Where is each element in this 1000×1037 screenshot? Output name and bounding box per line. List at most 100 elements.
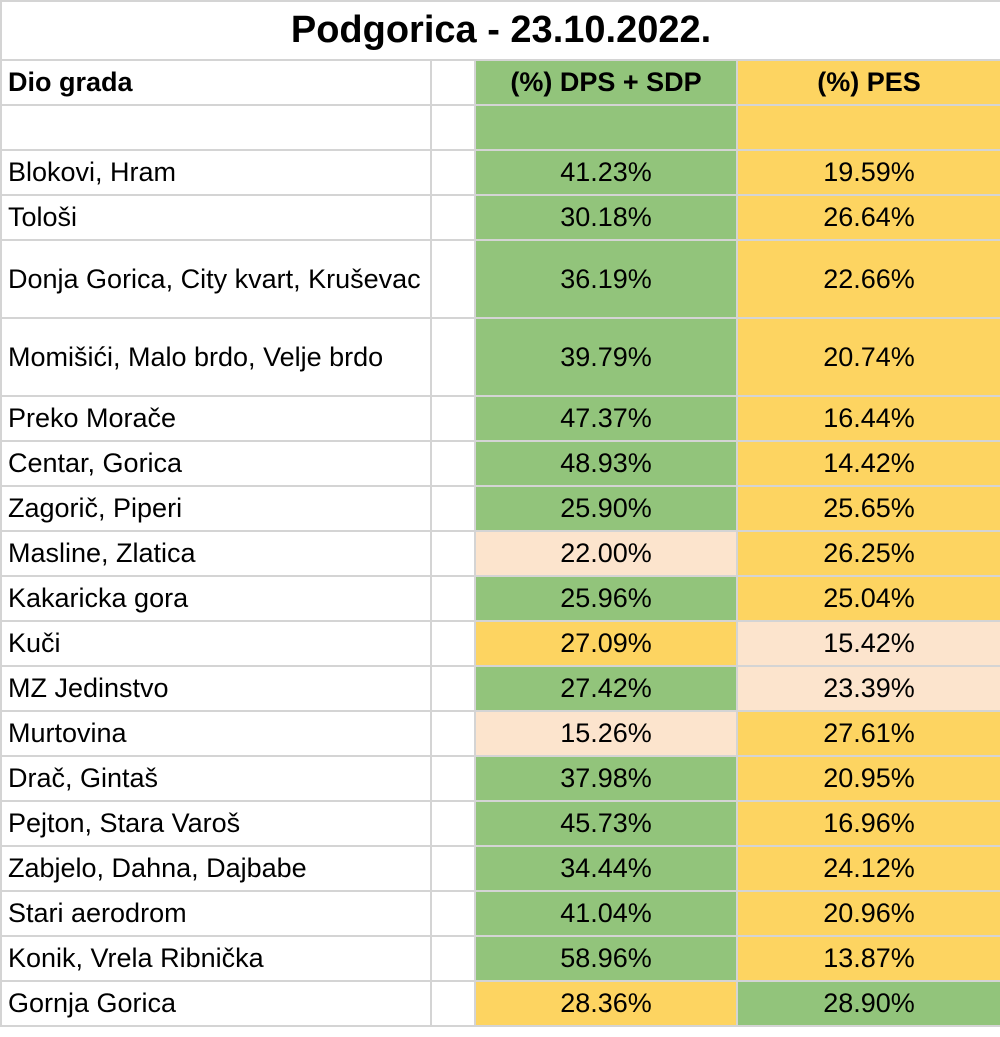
table-row: Stari aerodrom 41.04% 20.96% xyxy=(0,890,1000,937)
pes-cell: 19.59% xyxy=(735,149,1000,196)
area-cell: Zabjelo, Dahna, Dajbabe xyxy=(0,845,432,892)
spacer-cell xyxy=(430,710,476,757)
pes-cell: 25.04% xyxy=(735,575,1000,622)
dps-cell: 28.36% xyxy=(474,980,738,1027)
pes-cell: 13.87% xyxy=(735,935,1000,982)
area-cell: MZ Jedinstvo xyxy=(0,665,432,712)
spacer-cell xyxy=(430,395,476,442)
area-cell: Zagorič, Piperi xyxy=(0,485,432,532)
table-row: Pejton, Stara Varoš 45.73% 16.96% xyxy=(0,800,1000,847)
spacer-cell xyxy=(430,845,476,892)
area-cell: Centar, Gorica xyxy=(0,440,432,487)
pes-cell: 16.96% xyxy=(735,800,1000,847)
pes-cell: 20.96% xyxy=(735,890,1000,937)
pes-cell: 24.12% xyxy=(735,845,1000,892)
table-row: Zabjelo, Dahna, Dajbabe 34.44% 24.12% xyxy=(0,845,1000,892)
header-area: Dio grada xyxy=(0,59,432,106)
spacer-cell xyxy=(430,317,476,397)
area-cell: Momišići, Malo brdo, Velje brdo xyxy=(0,317,432,397)
area-cell: Tološi xyxy=(0,194,432,241)
area-cell: Blokovi, Hram xyxy=(0,149,432,196)
pes-cell: 14.42% xyxy=(735,440,1000,487)
table-row: Drač, Gintaš 37.98% 20.95% xyxy=(0,755,1000,802)
area-cell: Konik, Vrela Ribnička xyxy=(0,935,432,982)
dps-cell: 39.79% xyxy=(474,317,738,397)
pes-cell: 15.42% xyxy=(735,620,1000,667)
table-row: Kuči 27.09% 15.42% xyxy=(0,620,1000,667)
pes-cell: 16.44% xyxy=(735,395,1000,442)
table-row: Murtovina 15.26% 27.61% xyxy=(0,710,1000,757)
dps-cell: 36.19% xyxy=(474,239,738,319)
pes-cell: 20.95% xyxy=(735,755,1000,802)
dps-cell: 22.00% xyxy=(474,530,738,577)
pes-cell: 27.61% xyxy=(735,710,1000,757)
dps-cell: 34.44% xyxy=(474,845,738,892)
dps-cell: 30.18% xyxy=(474,194,738,241)
pes-cell: 26.25% xyxy=(735,530,1000,577)
table-row: Donja Gorica, City kvart, Kruševac 36.19%… xyxy=(0,239,1000,319)
area-cell: Preko Morače xyxy=(0,395,432,442)
area-cell: Masline, Zlatica xyxy=(0,530,432,577)
spacer-cell xyxy=(430,935,476,982)
empty-row xyxy=(0,104,1000,151)
empty-cell xyxy=(0,104,432,151)
dps-cell: 25.90% xyxy=(474,485,738,532)
table-row: Momišići, Malo brdo, Velje brdo 39.79% 20.… xyxy=(0,317,1000,397)
spacer-cell xyxy=(430,239,476,319)
pes-cell: 20.74% xyxy=(735,317,1000,397)
pes-cell: 26.64% xyxy=(735,194,1000,241)
header-dps: (%) DPS + SDP xyxy=(474,59,738,106)
header-spacer xyxy=(430,59,476,106)
table-row: Preko Morače 47.37% 16.44% xyxy=(0,395,1000,442)
dps-cell: 37.98% xyxy=(474,755,738,802)
area-cell: Drač, Gintaš xyxy=(0,755,432,802)
header-row: Dio grada (%) DPS + SDP (%) PES xyxy=(0,59,1000,106)
area-cell: Donja Gorica, City kvart, Kruševac xyxy=(0,239,432,319)
table-row: Konik, Vrela Ribnička 58.96% 13.87% xyxy=(0,935,1000,982)
empty-cell xyxy=(474,104,738,151)
table-row: Zagorič, Piperi 25.90% 25.65% xyxy=(0,485,1000,532)
area-cell: Kuči xyxy=(0,620,432,667)
pes-cell: 22.66% xyxy=(735,239,1000,319)
pes-cell: 23.39% xyxy=(735,665,1000,712)
pes-cell: 25.65% xyxy=(735,485,1000,532)
spacer-cell xyxy=(430,194,476,241)
spacer-cell xyxy=(430,485,476,532)
spacer-cell xyxy=(430,530,476,577)
area-cell: Stari aerodrom xyxy=(0,890,432,937)
area-cell: Pejton, Stara Varoš xyxy=(0,800,432,847)
dps-cell: 15.26% xyxy=(474,710,738,757)
empty-cell xyxy=(735,104,1000,151)
empty-cell xyxy=(430,104,476,151)
spacer-cell xyxy=(430,149,476,196)
dps-cell: 27.42% xyxy=(474,665,738,712)
dps-cell: 48.93% xyxy=(474,440,738,487)
dps-cell: 47.37% xyxy=(474,395,738,442)
area-cell: Murtovina xyxy=(0,710,432,757)
spacer-cell xyxy=(430,575,476,622)
table-row: Blokovi, Hram 41.23% 19.59% xyxy=(0,149,1000,196)
header-pes: (%) PES xyxy=(735,59,1000,106)
dps-cell: 27.09% xyxy=(474,620,738,667)
pes-cell: 28.90% xyxy=(735,980,1000,1027)
area-cell: Gornja Gorica xyxy=(0,980,432,1027)
spacer-cell xyxy=(430,620,476,667)
table-row: Centar, Gorica 48.93% 14.42% xyxy=(0,440,1000,487)
dps-cell: 45.73% xyxy=(474,800,738,847)
dps-cell: 25.96% xyxy=(474,575,738,622)
spacer-cell xyxy=(430,800,476,847)
spacer-cell xyxy=(430,980,476,1027)
spacer-cell xyxy=(430,665,476,712)
dps-cell: 41.23% xyxy=(474,149,738,196)
dps-cell: 58.96% xyxy=(474,935,738,982)
spacer-cell xyxy=(430,755,476,802)
area-cell: Kakaricka gora xyxy=(0,575,432,622)
dps-cell: 41.04% xyxy=(474,890,738,937)
table-row: Masline, Zlatica 22.00% 26.25% xyxy=(0,530,1000,577)
table-row: Kakaricka gora 25.96% 25.04% xyxy=(0,575,1000,622)
table-row: Tološi 30.18% 26.64% xyxy=(0,194,1000,241)
table-title: Podgorica - 23.10.2022. xyxy=(0,0,1000,61)
spacer-cell xyxy=(430,890,476,937)
